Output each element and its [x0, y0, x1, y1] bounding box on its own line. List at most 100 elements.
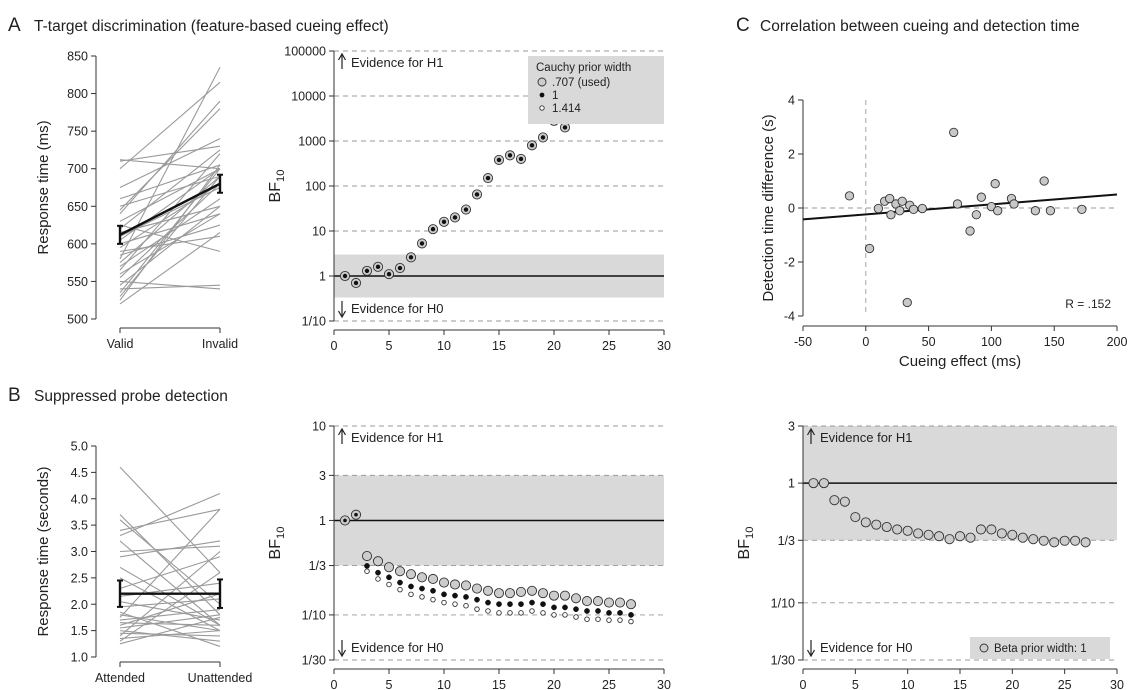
- y-tick-label: 1/10: [302, 608, 326, 622]
- participant-line: [119, 100, 221, 215]
- data-point: [993, 206, 1003, 216]
- data-point: [474, 192, 480, 197]
- data-point: [965, 532, 976, 543]
- arrow-down-icon: [337, 310, 347, 319]
- participant-line: [119, 138, 221, 188]
- data-point: [570, 593, 582, 604]
- data-point: [529, 143, 535, 148]
- data-point: [474, 596, 480, 603]
- x-tick-label: 20: [1005, 678, 1019, 690]
- y-tick-label: 1: [319, 514, 326, 528]
- data-point: [595, 616, 601, 622]
- data-point: [515, 586, 527, 597]
- data-point: [540, 601, 546, 607]
- data-point: [808, 478, 819, 489]
- x-tick-label: -50: [794, 335, 812, 349]
- y-tick-label: 2: [788, 148, 795, 162]
- y-tick-label: -4: [784, 310, 795, 324]
- data-point: [895, 206, 905, 216]
- y-tick-label: 1.0: [71, 651, 88, 665]
- data-point: [892, 524, 903, 535]
- participant-line: [119, 145, 221, 162]
- participant-line: [119, 572, 221, 642]
- x-tick-label: 25: [1058, 678, 1072, 690]
- data-point: [562, 125, 568, 130]
- data-point: [427, 573, 439, 585]
- participant-line: [119, 284, 221, 290]
- participant-line: [119, 205, 221, 286]
- evidence-h1-label: Evidence for H1: [820, 430, 913, 445]
- y-tick-label: 1.5: [71, 624, 88, 638]
- y-tick-label: 2.0: [71, 598, 88, 612]
- participant-line: [119, 611, 221, 647]
- y-tick-label: 1000: [298, 135, 326, 149]
- data-point: [864, 243, 875, 254]
- participant-line: [119, 566, 221, 626]
- data-point: [529, 608, 535, 614]
- y-tick-label: 2.5: [71, 571, 88, 585]
- data-point: [628, 612, 634, 618]
- data-point: [606, 617, 612, 623]
- data-point: [573, 606, 579, 613]
- data-point: [592, 596, 604, 607]
- panel-title-a: T-target discrimination (feature-based c…: [34, 18, 389, 35]
- data-point: [625, 599, 637, 610]
- participant-line: [119, 213, 221, 245]
- participant-line: [119, 519, 221, 605]
- x-tick-label: 0: [331, 339, 338, 353]
- data-point: [394, 566, 406, 577]
- participant-line: [119, 81, 221, 170]
- data-point: [996, 528, 1007, 539]
- x-tick-label: Valid: [107, 337, 134, 351]
- data-point: [860, 517, 871, 528]
- panel-letter-c: C: [736, 15, 750, 36]
- y-tick-label: 1/30: [302, 654, 326, 668]
- data-point: [537, 588, 549, 599]
- legend-title: Cauchy prior width: [536, 62, 631, 74]
- x-tick-label: 25: [602, 678, 616, 690]
- panel-letter-a: A: [8, 15, 21, 36]
- participant-line: [119, 492, 221, 537]
- participant-line: [119, 598, 221, 608]
- participant-line: [119, 224, 221, 252]
- y-tick-label: 10: [312, 420, 326, 434]
- y-tick-label: 1/10: [302, 315, 326, 329]
- data-point: [361, 550, 373, 562]
- data-point: [419, 241, 425, 246]
- y-tick-label: 3.0: [71, 545, 88, 559]
- y-axis-label: Response time (ms): [35, 120, 52, 254]
- chart-a-bayes-factor: 1/10 1 10 100 1000 10000 100000 0 5 10 15 20 25 30 BF1…: [267, 45, 671, 354]
- data-point: [463, 207, 469, 212]
- data-point: [441, 219, 447, 225]
- x-tick-label: 20: [547, 678, 561, 690]
- data-point: [871, 519, 882, 530]
- data-point: [364, 268, 370, 274]
- data-point: [971, 210, 981, 220]
- x-tick-label: 10: [437, 339, 451, 353]
- y-tick-label: 0: [788, 202, 795, 216]
- chart-b-bayes-factor: 1/301/101/31310051015202530N (participan…: [267, 420, 671, 690]
- data-point: [353, 280, 359, 286]
- data-point: [485, 175, 491, 181]
- y-tick-label: 800: [67, 87, 88, 101]
- legend-box: [528, 56, 664, 124]
- data-point: [1017, 532, 1028, 543]
- correlation-annotation: R = .152: [1065, 297, 1111, 311]
- participant-line: [119, 540, 221, 626]
- data-point: [343, 518, 347, 523]
- y-axis-label: Detection time difference (s): [760, 114, 777, 301]
- x-tick-label: 30: [657, 339, 671, 353]
- participant-line: [119, 577, 221, 632]
- data-point: [375, 576, 381, 582]
- data-point: [902, 297, 912, 308]
- x-tick-label: 0: [331, 678, 338, 690]
- x-tick-label: 15: [492, 339, 506, 353]
- evidence-h1-label: Evidence for H1: [351, 55, 444, 70]
- x-tick-label: 5: [386, 678, 393, 690]
- y-tick-label: 550: [67, 275, 88, 289]
- y-tick-label: 10000: [291, 90, 326, 104]
- x-tick-label: 5: [386, 339, 393, 353]
- data-point: [603, 597, 615, 608]
- data-point: [471, 583, 483, 594]
- data-point: [1070, 535, 1081, 546]
